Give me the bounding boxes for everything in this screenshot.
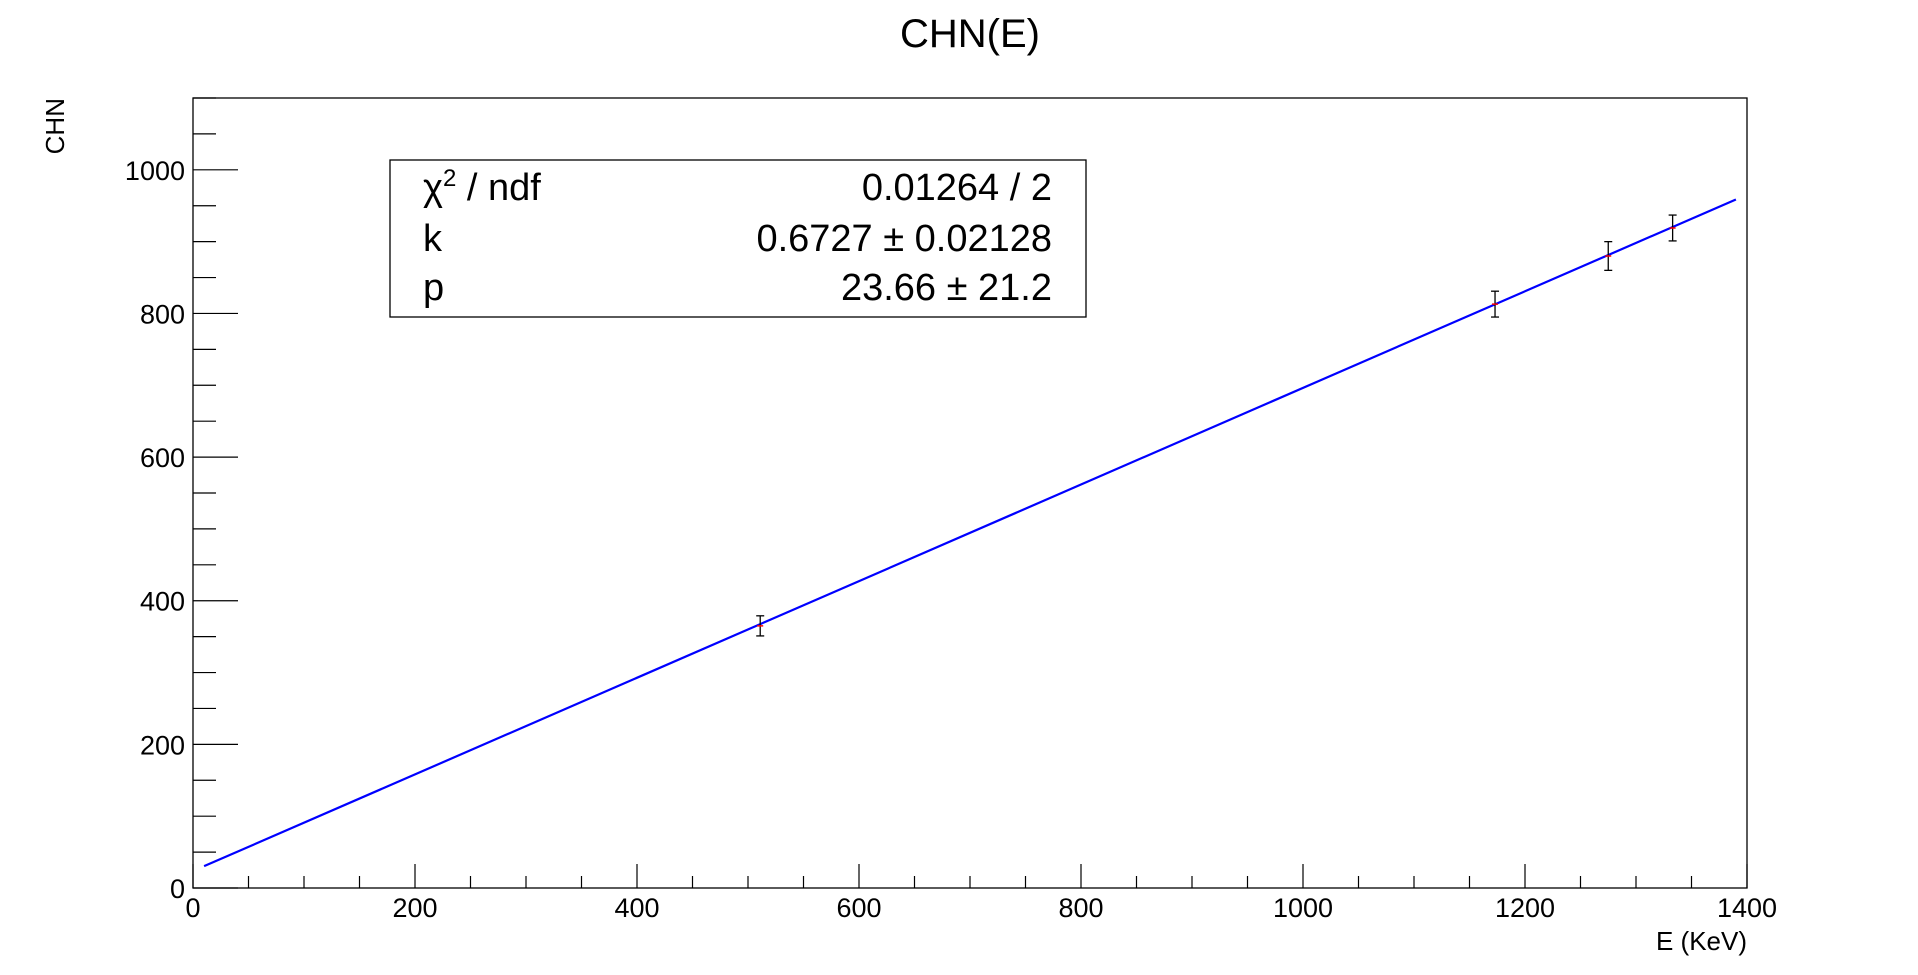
data-point <box>1604 240 1613 272</box>
data-point <box>1491 290 1500 318</box>
x-tick-label: 400 <box>614 893 659 923</box>
y-tick-label: 600 <box>140 443 185 473</box>
x-tick-label: 600 <box>836 893 881 923</box>
y-axis-title: CHN <box>40 98 70 154</box>
y-tick-label: 0 <box>170 874 185 904</box>
data-point <box>756 615 765 637</box>
data-point <box>1668 214 1677 242</box>
stats-box <box>389 159 1087 318</box>
stats-label-superscript: 2 <box>443 165 456 192</box>
stats-label: p <box>423 267 444 309</box>
x-tick-label: 1200 <box>1495 893 1555 923</box>
x-tick-label: 1400 <box>1717 893 1777 923</box>
y-tick-label: 400 <box>140 587 185 617</box>
stats-label-rest: / ndf <box>456 167 541 209</box>
stats-label-main: k <box>423 218 443 260</box>
y-tick-label: 800 <box>140 299 185 329</box>
stats-value: 0.01264 / 2 <box>862 167 1052 209</box>
x-tick-label: 1000 <box>1273 893 1333 923</box>
chart-title: CHN(E) <box>900 12 1040 56</box>
stats-value: 23.66 ± 21.2 <box>841 267 1052 309</box>
x-tick-label: 0 <box>185 893 200 923</box>
x-axis-title: E (KeV) <box>1656 926 1747 956</box>
stats-label: k <box>423 218 443 260</box>
y-tick-label: 1000 <box>125 156 185 186</box>
stats-value: 0.6727 ± 0.02128 <box>756 218 1052 260</box>
fit-line <box>203 198 1737 868</box>
y-tick-label: 200 <box>140 730 185 760</box>
stats-label-main: p <box>423 267 444 309</box>
x-tick-label: 200 <box>392 893 437 923</box>
x-tick-label: 800 <box>1058 893 1103 923</box>
stats-label: χ2 / ndf <box>423 165 541 209</box>
stats-label-main: χ <box>423 167 443 209</box>
